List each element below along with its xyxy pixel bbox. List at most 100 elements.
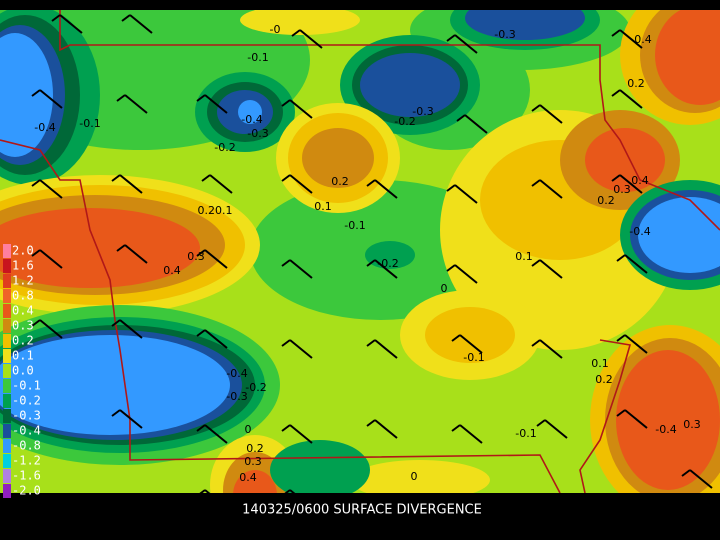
- legend-swatch: [3, 379, 11, 393]
- legend-swatch: [3, 289, 11, 303]
- wind-barb: [366, 179, 398, 199]
- contour-label: -0.4: [655, 423, 676, 436]
- contour-label: -0.3: [226, 390, 247, 403]
- contour-label: 0.1: [591, 357, 609, 370]
- legend-swatch: [3, 274, 11, 288]
- contour-label: -0.3: [412, 105, 433, 118]
- wind-barb: [611, 89, 643, 109]
- contour-label: -0.4: [629, 225, 650, 238]
- contour-label: -0.4: [226, 367, 247, 380]
- contour-label: 0.2: [627, 77, 645, 90]
- wind-barb: [291, 29, 323, 49]
- contour-label: 0.4: [634, 33, 652, 46]
- wind-barb: [366, 259, 398, 279]
- contour-label: 0: [245, 423, 252, 436]
- legend-label: 0.1: [12, 349, 34, 363]
- contour-label: -0.1: [515, 427, 536, 440]
- legend-label: -1.6: [12, 469, 41, 483]
- wind-barb: [451, 334, 483, 354]
- legend-label: -0.3: [12, 409, 41, 423]
- contour-label: -0.1: [79, 117, 100, 130]
- wind-barb: [196, 489, 228, 509]
- contour-label: -0: [270, 23, 281, 36]
- contour-label: 0.2: [595, 373, 613, 386]
- wind-barb: [366, 339, 398, 359]
- contour-label: -0.1: [344, 219, 365, 232]
- legend-swatch: [3, 454, 11, 468]
- legend-swatch: [3, 304, 11, 318]
- wind-barbs: [31, 14, 713, 509]
- contour-label: 0.1: [314, 200, 332, 213]
- wind-barb: [446, 264, 478, 284]
- legend-label: -0.2: [12, 394, 41, 408]
- wind-barb: [111, 319, 143, 339]
- legend-label: 0.0: [12, 364, 34, 378]
- wind-barb: [616, 334, 648, 354]
- wind-barb: [456, 114, 488, 134]
- contour-label: -0.2: [245, 381, 266, 394]
- legend-label: 0.3: [12, 319, 34, 333]
- legend-swatch: [3, 334, 11, 348]
- legend-swatch: [3, 424, 11, 438]
- legend-swatch: [3, 394, 11, 408]
- wind-barb: [611, 29, 643, 49]
- contour-label: 0.3: [187, 250, 205, 263]
- contour-label: 0.4: [163, 264, 181, 277]
- contour-label: -0.1: [247, 51, 268, 64]
- contour-label: 0.3: [683, 418, 701, 431]
- contour-label: -0.2: [394, 115, 415, 128]
- wind-barb: [31, 249, 63, 269]
- contour-label: -0.4: [241, 113, 262, 126]
- contour-label: 0.2: [246, 442, 264, 455]
- wind-barb: [281, 174, 313, 194]
- wind-barb: [281, 339, 313, 359]
- map-title: 140325/0600 SURFACE DIVERGENCE: [242, 503, 482, 518]
- contour-label: -0.2: [377, 257, 398, 270]
- legend-label: 0.2: [12, 334, 34, 348]
- wind-barb: [51, 14, 83, 34]
- legend-label: 1.2: [12, 274, 34, 288]
- contour-label: 0: [441, 282, 448, 295]
- legend-label: -1.2: [12, 454, 41, 468]
- wind-barb: [31, 89, 63, 109]
- contour-label: -0.2: [214, 141, 235, 154]
- contour-label: 0.2: [331, 175, 349, 188]
- wind-barb: [196, 424, 228, 444]
- wind-barb: [681, 469, 713, 489]
- contour-label: 0.3: [613, 183, 631, 196]
- contour-label: 0: [411, 470, 418, 483]
- wind-barb: [531, 179, 563, 199]
- legend-swatch: [3, 349, 11, 363]
- wind-barb: [196, 329, 228, 349]
- contour-label: 0.2: [597, 194, 615, 207]
- wind-barb: [121, 14, 153, 34]
- legend-swatch: [3, 259, 11, 273]
- wind-barb: [116, 244, 148, 264]
- legend-label: -0.8: [12, 439, 41, 453]
- legend-label: 0.8: [12, 289, 34, 303]
- wind-barb: [616, 409, 648, 429]
- legend-swatch: [3, 484, 11, 498]
- legend-swatch: [3, 409, 11, 423]
- contour-label: 0.1: [515, 250, 533, 263]
- legend-swatch: [3, 469, 11, 483]
- wind-barb: [536, 419, 568, 439]
- wind-barb: [31, 179, 63, 199]
- legend-label: 1.6: [12, 259, 34, 273]
- contour-label: 0.4: [631, 174, 649, 187]
- contour-label: -0.3: [494, 28, 515, 41]
- contour-label: -0.4: [34, 121, 55, 134]
- wind-barb: [451, 424, 483, 444]
- wind-barb: [531, 104, 563, 124]
- legend-swatch: [3, 439, 11, 453]
- wind-barb: [531, 259, 563, 279]
- wind-barb: [446, 34, 478, 54]
- legend: 2.01.61.20.80.40.30.20.10.0-0.1-0.2-0.3-…: [3, 244, 41, 498]
- legend-label: -0.1: [12, 379, 41, 393]
- legend-swatch: [3, 319, 11, 333]
- contour-label: -0.3: [247, 127, 268, 140]
- wind-barb: [111, 409, 143, 429]
- contour-label: 0.4: [239, 471, 257, 484]
- contour-label: 0.3: [244, 455, 262, 468]
